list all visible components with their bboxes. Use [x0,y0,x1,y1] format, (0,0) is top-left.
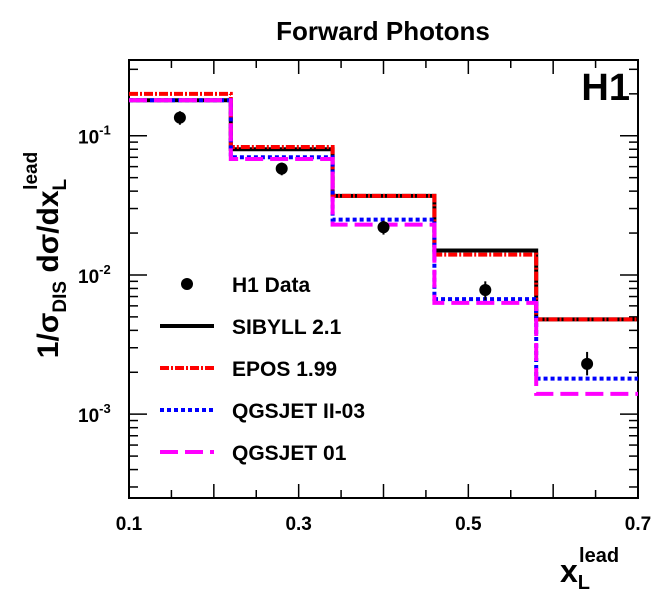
series-layer [129,91,638,396]
x-tick-label: 0.1 [116,514,143,535]
data-point [275,162,288,175]
y-tick-label: 10-3 [78,401,111,427]
x-tick-label: 0.5 [455,514,482,535]
legend-marker-data [181,278,193,290]
x-label-main: x [560,553,578,589]
data-points-layer [173,111,594,376]
y-label-prefix: 1/σ [32,313,65,359]
x-axis-label: xLlead [560,545,619,589]
y-label-prefix-sub: DIS [50,281,71,313]
experiment-label: H1 [581,67,630,109]
series-sibyll-2-1 [129,98,638,322]
legend-label: QGSJET II-03 [232,400,365,423]
x-label-sup: lead [579,545,619,567]
y-label-sup: lead [21,152,42,190]
data-point [479,283,492,296]
y-label-sub: L [50,178,71,190]
legend: H1 Data SIBYLL 2.1 EPOS 1.99 QGSJET II-03 QG… [160,274,365,465]
legend-label: SIBYLL 2.1 [232,316,342,339]
legend-label: EPOS 1.99 [232,358,337,381]
y-axis-label: 1/σDIS dσ/dxLlead [21,152,71,358]
chart-title: Forward Photons [276,16,490,46]
series-epos-1-99 [129,91,638,322]
y-tick-label: 10-1 [78,123,111,149]
x-tick-labels: 0.1 0.3 0.5 0.7 [116,514,651,535]
plot-frame [128,59,639,499]
series-qgsjet-ii-03 [129,98,638,381]
data-point [173,111,186,124]
y-tick-labels: 10-1 10-2 10-3 [78,123,111,427]
y-label-main: dσ/dx [32,190,65,281]
y-tick-label: 10-2 [78,262,111,288]
x-tick-label: 0.3 [285,514,311,535]
x-tick-label: 0.7 [625,514,651,535]
svg-text:1/σDIS dσ/dxLlead: 1/σDIS dσ/dxLlead [21,152,71,358]
series-qgsjet-01 [129,98,638,396]
axis-ticks [128,60,639,498]
data-point [581,357,594,370]
legend-label: QGSJET 01 [232,442,347,465]
x-label-sub: L [578,572,590,589]
data-point [377,221,390,234]
legend-label: H1 Data [232,274,311,297]
